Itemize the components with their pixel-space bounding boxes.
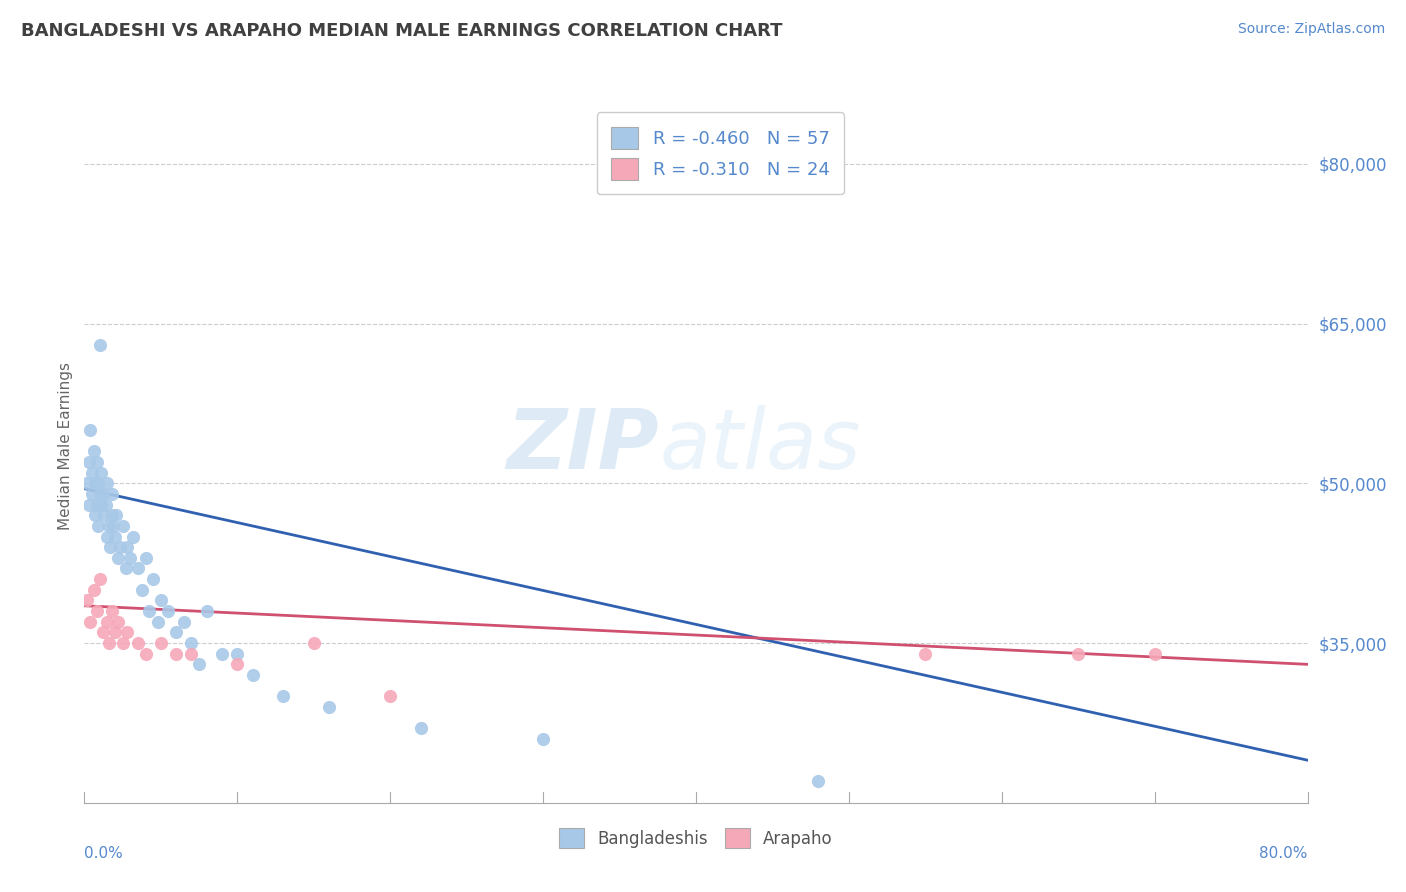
Point <box>149 636 172 650</box>
Point <box>226 657 249 672</box>
Point <box>91 487 114 501</box>
Point <box>127 561 149 575</box>
Point <box>180 636 202 650</box>
Point <box>77 498 100 512</box>
Point <box>83 444 105 458</box>
Point <box>91 625 114 640</box>
Y-axis label: Median Male Earnings: Median Male Earnings <box>58 362 73 530</box>
Text: 80.0%: 80.0% <box>1260 846 1308 861</box>
Text: atlas: atlas <box>659 406 860 486</box>
Point <box>1067 647 1090 661</box>
Point <box>114 561 136 575</box>
Point <box>101 604 124 618</box>
Point <box>77 455 100 469</box>
Point <box>96 615 118 629</box>
Point <box>115 540 138 554</box>
Point <box>180 647 202 661</box>
Point <box>108 540 131 554</box>
Point <box>111 636 134 650</box>
Text: ZIP: ZIP <box>506 406 659 486</box>
Point <box>127 636 149 650</box>
Text: Source: ZipAtlas.com: Source: ZipAtlas.com <box>1237 22 1385 37</box>
Point <box>97 519 120 533</box>
Text: BANGLADESHI VS ARAPAHO MEDIAN MALE EARNINGS CORRELATION CHART: BANGLADESHI VS ARAPAHO MEDIAN MALE EARNI… <box>21 22 783 40</box>
Point <box>83 582 105 597</box>
Point <box>242 668 264 682</box>
Text: 0.0%: 0.0% <box>84 846 124 861</box>
Point <box>531 731 554 746</box>
Point <box>107 550 129 565</box>
Point <box>87 519 110 533</box>
Point <box>104 529 127 543</box>
Point <box>96 476 118 491</box>
Point <box>115 625 138 640</box>
Point <box>86 455 108 469</box>
Point <box>86 498 108 512</box>
Point <box>89 572 111 586</box>
Point <box>98 540 121 554</box>
Point <box>105 508 128 523</box>
Point <box>120 550 142 565</box>
Point <box>195 604 218 618</box>
Point <box>409 721 432 735</box>
Point <box>89 338 111 352</box>
Point <box>103 519 125 533</box>
Point <box>79 615 101 629</box>
Point <box>188 657 211 672</box>
Point <box>84 476 107 491</box>
Point <box>157 604 180 618</box>
Point <box>90 498 112 512</box>
Point <box>93 508 115 523</box>
Point <box>89 487 111 501</box>
Point <box>271 690 294 704</box>
Point <box>138 604 160 618</box>
Point <box>76 476 98 491</box>
Point <box>96 529 118 543</box>
Point <box>122 529 145 543</box>
Point <box>101 508 124 523</box>
Point <box>226 647 249 661</box>
Point <box>97 636 120 650</box>
Point <box>165 647 187 661</box>
Point <box>318 700 340 714</box>
Point <box>107 615 129 629</box>
Point <box>94 498 117 512</box>
Point <box>87 476 110 491</box>
Point <box>142 572 165 586</box>
Point <box>80 466 103 480</box>
Legend: Bangladeshis, Arapaho: Bangladeshis, Arapaho <box>553 822 839 855</box>
Point <box>135 647 157 661</box>
Point <box>104 625 127 640</box>
Point <box>1143 647 1166 661</box>
Point <box>80 487 103 501</box>
Point <box>90 466 112 480</box>
Point <box>111 519 134 533</box>
Point <box>173 615 195 629</box>
Point <box>211 647 233 661</box>
Point <box>86 604 108 618</box>
Point <box>380 690 402 704</box>
Point <box>131 582 153 597</box>
Point <box>101 487 124 501</box>
Point <box>165 625 187 640</box>
Point <box>84 508 107 523</box>
Point <box>149 593 172 607</box>
Point <box>146 615 169 629</box>
Point <box>76 593 98 607</box>
Point <box>79 423 101 437</box>
Point <box>807 774 830 789</box>
Point <box>914 647 936 661</box>
Point <box>135 550 157 565</box>
Point <box>302 636 325 650</box>
